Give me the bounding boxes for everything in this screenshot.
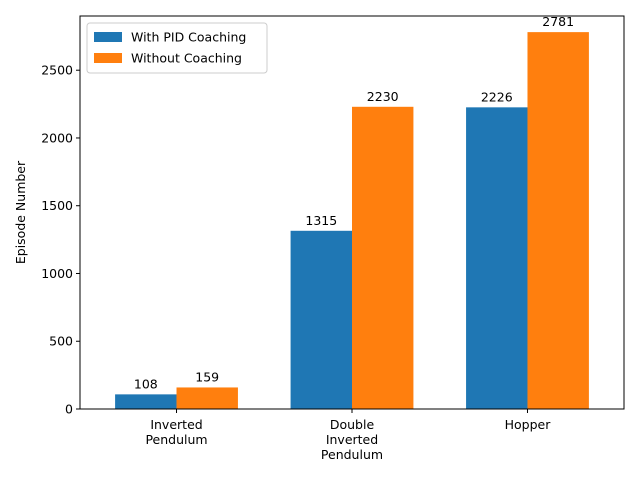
data-labels-layer: 108 1315 2226 159 2230 2781 <box>134 14 574 391</box>
x-axis: Inverted Pendulum Double Inverted Pendulum Ho… <box>145 409 551 462</box>
y-tick-label: 2000 <box>41 130 73 145</box>
bar-with-pid-2 <box>466 107 528 409</box>
legend: With PID Coaching Without Coaching <box>86 22 268 74</box>
legend-entry: Without Coaching <box>131 51 242 66</box>
legend-entry: With PID Coaching <box>131 30 246 45</box>
y-tick-label: 1500 <box>41 198 73 213</box>
data-label: 2781 <box>542 14 574 29</box>
data-label: 159 <box>195 369 219 384</box>
bars-layer <box>115 32 589 409</box>
y-tick-label: 0 <box>65 402 73 417</box>
bar-without-coaching-0 <box>176 387 238 409</box>
data-label: 2226 <box>481 89 513 104</box>
y-tick-label: 500 <box>49 334 73 349</box>
legend-box <box>86 22 268 74</box>
legend-swatch <box>94 32 122 42</box>
y-axis: 0 500 1000 1500 2000 2500 <box>41 63 80 417</box>
x-tick-label: Hopper <box>505 417 552 432</box>
legend-swatch <box>94 53 122 63</box>
data-label: 2230 <box>367 89 399 104</box>
bar-with-pid-0 <box>115 394 177 409</box>
data-label: 1315 <box>305 213 337 228</box>
data-label: 108 <box>134 376 158 391</box>
y-axis-label: Episode Number <box>13 160 28 264</box>
y-tick-label: 2500 <box>41 63 73 78</box>
x-tick-label: Inverted Pendulum <box>145 417 207 447</box>
bar-without-coaching-1 <box>352 106 414 409</box>
bar-with-pid-1 <box>290 230 352 409</box>
bar-without-coaching-2 <box>527 32 589 409</box>
y-tick-label: 1000 <box>41 266 73 281</box>
x-tick-label: Double Inverted Pendulum <box>321 417 383 462</box>
